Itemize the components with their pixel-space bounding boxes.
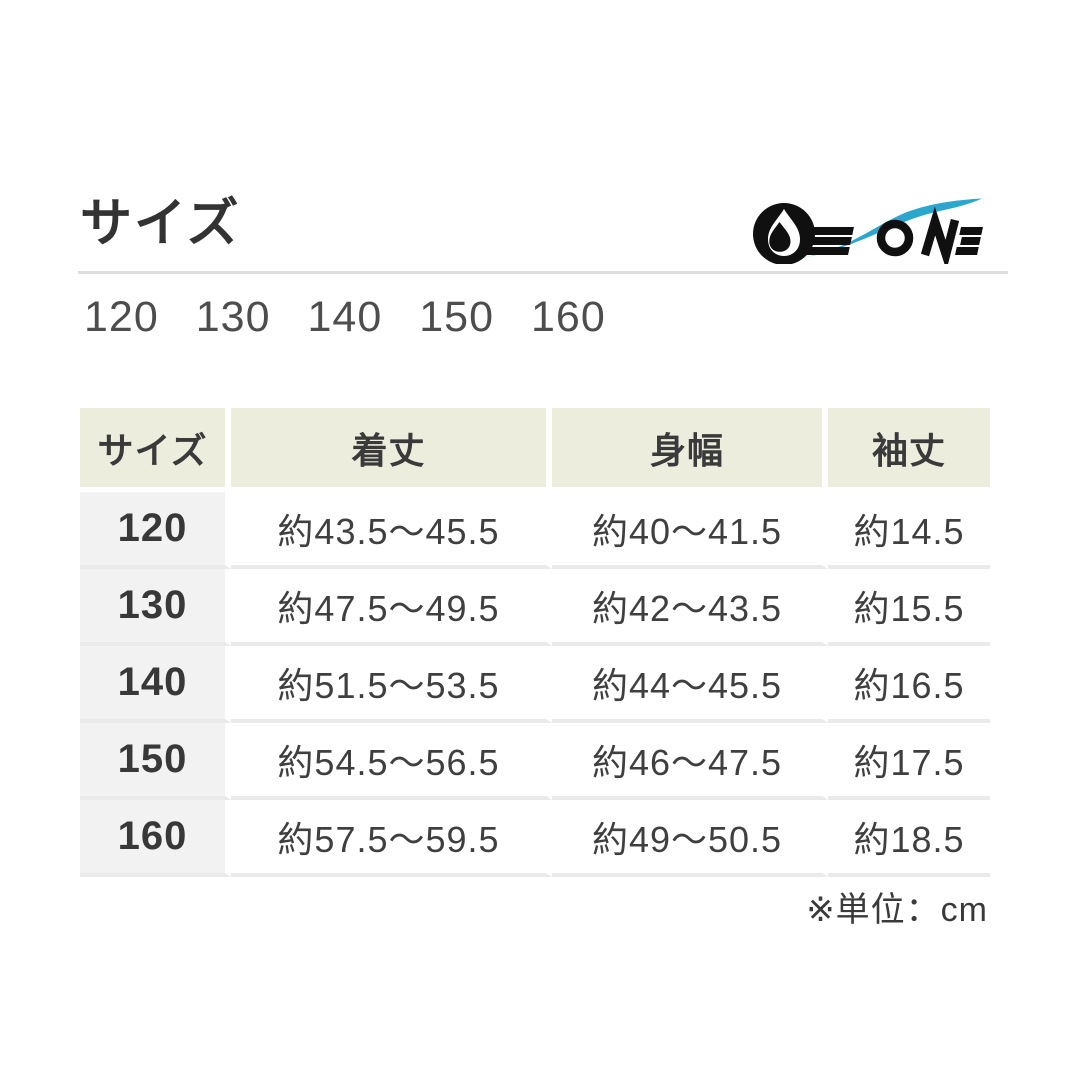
title-divider [78,271,1008,274]
ozone-logo-graphic [753,198,983,271]
logo-swoosh [800,198,982,258]
length-cell: 約57.5〜59.5 [231,800,552,877]
logo-letter-e [955,227,983,255]
length-cell: 約43.5〜45.5 [231,492,552,569]
size-cell: 140 [80,646,231,723]
page-title: サイズ [80,195,241,253]
size-cell: 130 [80,569,231,646]
column-header-sleeve: 袖丈 [828,408,990,492]
logo-letter-o [876,219,914,257]
size-option-list: 120 130 140 150 160 [84,293,606,342]
size-cell: 150 [80,723,231,800]
logo-letter-n [920,206,960,271]
width-cell: 約49〜50.5 [552,800,828,877]
column-header-size: サイズ [80,408,231,492]
length-cell: 約54.5〜56.5 [231,723,552,800]
water-drop-icon [753,203,815,265]
size-option: 140 [307,293,383,341]
logo-letter-z [804,227,854,255]
size-option: 120 [84,293,159,341]
sleeve-cell: 約15.5 [828,569,990,646]
sleeve-cell: 約18.5 [828,800,990,877]
table-row: 130 約47.5〜49.5 約42〜43.5 約15.5 [80,569,990,646]
sleeve-cell: 約17.5 [828,723,990,800]
length-cell: 約47.5〜49.5 [231,569,552,646]
length-cell: 約51.5〜53.5 [231,646,552,723]
column-header-length: 着丈 [231,408,552,492]
width-cell: 約42〜43.5 [552,569,828,646]
sleeve-cell: 約14.5 [828,492,990,569]
table-header-row: サイズ 着丈 身幅 袖丈 [80,408,990,492]
size-option: 130 [195,293,271,341]
table-row: 150 約54.5〜56.5 約46〜47.5 約17.5 [80,723,990,800]
width-cell: 約46〜47.5 [552,723,828,800]
size-option: 150 [419,293,494,341]
column-header-width: 身幅 [552,408,828,492]
table-row: 160 約57.5〜59.5 約49〜50.5 約18.5 [80,800,990,877]
size-chart: サイズ 着丈 身幅 袖丈 120 約43.5〜45.5 約40〜41.5 約14… [80,408,990,877]
table-row: 120 約43.5〜45.5 約40〜41.5 約14.5 [80,492,990,569]
width-cell: 約44〜45.5 [552,646,828,723]
unit-footnote: ※単位：cm [806,891,988,929]
sleeve-cell: 約16.5 [828,646,990,723]
width-cell: 約40〜41.5 [552,492,828,569]
size-chart-table: サイズ 着丈 身幅 袖丈 120 約43.5〜45.5 約40〜41.5 約14… [80,408,990,877]
size-cell: 120 [80,492,231,569]
brand-logo [752,194,984,271]
table-row: 140 約51.5〜53.5 約44〜45.5 約16.5 [80,646,990,723]
size-option: 160 [531,293,606,341]
size-cell: 160 [80,800,231,877]
